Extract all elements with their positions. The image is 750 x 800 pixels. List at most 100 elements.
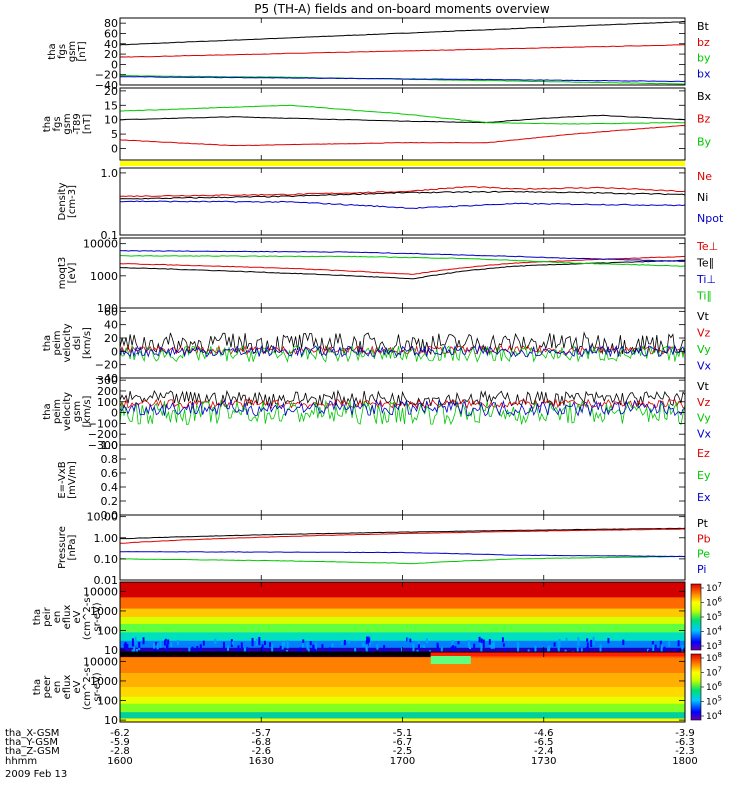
y-tick-label: 1000 — [90, 270, 118, 283]
colorbar-tick-label: 105 — [706, 610, 722, 623]
panels: 806040200−20−40tha fgs gsm [nT]Btbzbybx2015… — [32, 17, 724, 727]
legend-Bt: Bt — [697, 20, 710, 33]
noise-series-group — [120, 333, 685, 362]
x-tick-label: 1630 — [249, 756, 274, 767]
colorbar-tick-label: 105 — [706, 695, 722, 708]
y-tick-label: 10000 — [83, 238, 118, 251]
legend-Vx: Vx — [697, 360, 712, 373]
y-tick-label: 0.10 — [94, 553, 119, 566]
legend-Pe: Pe — [697, 548, 710, 561]
colorbar-tick-label: 108 — [706, 651, 722, 664]
legend-Te⊥: Te⊥ — [696, 240, 718, 253]
y-tick-label: 20 — [104, 332, 118, 345]
x-tick-label: 1800 — [672, 756, 697, 767]
legend-bz: bz — [697, 36, 710, 49]
x-tick-label: 1700 — [390, 756, 415, 767]
date-label: 2009 Feb 13 — [5, 769, 67, 780]
legend-Bz: Bz — [697, 113, 711, 126]
legend-Ti⊥: Ti⊥ — [696, 273, 716, 286]
x-tick-label: 1730 — [531, 756, 556, 767]
legend-Ey: Ey — [697, 469, 711, 482]
colorbar — [691, 584, 701, 650]
y-tick-label: 40 — [104, 319, 118, 332]
legend-Pt: Pt — [697, 517, 709, 530]
legend-by: by — [697, 52, 711, 65]
figure-title: P5 (TH-A) fields and on-board moments ov… — [254, 2, 550, 16]
series-line-Bx — [120, 115, 685, 122]
y-tick-label: 1.00 — [94, 532, 119, 545]
legend-By: By — [697, 135, 712, 148]
y-axis-label: [nT] — [82, 114, 93, 134]
quality-flag-bar — [120, 161, 685, 166]
series-line-Ti∥ — [120, 256, 685, 267]
y-tick-label: 0 — [111, 142, 118, 155]
colorbar-tick-label: 104 — [706, 709, 722, 722]
legend-Te∥: Te∥ — [696, 257, 714, 270]
y-axis-label: [nPa] — [67, 534, 78, 560]
legend-Vz: Vz — [697, 396, 711, 409]
y-axis-label: [cm-3] — [67, 185, 78, 218]
panel-frame — [120, 378, 685, 445]
panel-frame — [120, 238, 685, 308]
series-line-Ne — [120, 187, 685, 197]
legend-Ez: Ez — [697, 447, 710, 460]
series-line-Te∥ — [120, 260, 685, 279]
y-axis-label: sr-eV) — [92, 672, 103, 701]
legend-Npot: Npot — [697, 212, 724, 225]
noise-series-group — [120, 391, 685, 425]
x-axis-label: hhmm — [5, 756, 37, 767]
x-tick-label: 1600 — [107, 756, 132, 767]
y-tick-label: 60 — [104, 305, 118, 318]
legend-Vy: Vy — [697, 412, 711, 425]
y-axis-label: sr-eV) — [92, 602, 103, 631]
y-tick-label: −20 — [95, 359, 118, 372]
y-axis-label: [km/s] — [82, 327, 93, 359]
legend-Vt: Vt — [697, 310, 710, 323]
y-tick-label: 0.8 — [101, 453, 119, 466]
y-axis-label: [mV/m] — [67, 461, 78, 499]
legend-Ti∥: Ti∥ — [696, 290, 712, 303]
series-line-Vy — [120, 401, 685, 425]
y-tick-label: 10 — [104, 114, 118, 127]
panel-frame — [120, 445, 685, 515]
series-line-bz — [120, 45, 685, 57]
legend-Ex: Ex — [697, 491, 711, 504]
series-line-Bt — [120, 22, 685, 46]
legend-bx: bx — [697, 67, 711, 80]
y-tick-label: 1.0 — [101, 439, 119, 452]
panel-4: 100001000100moqt3 [eV]Te⊥Te∥Ti⊥Ti∥ — [57, 238, 718, 315]
y-axis-label: [eV] — [67, 263, 78, 284]
legend-Pb: Pb — [697, 532, 711, 545]
colorbar-tick-label: 107 — [706, 666, 722, 679]
y-tick-label: 1.0 — [101, 167, 119, 180]
panel-3: 1.0 0.1 Density [cm-3] Ne Ni Npot — [57, 167, 724, 242]
panel-frame — [120, 515, 685, 580]
legend-Vy: Vy — [697, 343, 711, 356]
series-line-Pi — [120, 552, 685, 557]
series-line-Pe — [120, 557, 685, 564]
y-tick-label: 0.2 — [101, 495, 119, 508]
y-tick-label: 0.6 — [101, 467, 119, 480]
x-axis: tha_X-GSM -6.2 -5.7 -5.1 -4.6 -3.9 tha_Y-GSM -5… — [5, 728, 698, 767]
panel-7: 1.00.80.60.40.20.0 E=-VxB [mV/m] Ez Ey Ex — [57, 439, 711, 522]
colorbar — [691, 654, 701, 720]
legend-Vt: Vt — [697, 380, 710, 393]
colorbar-tick-label: 106 — [706, 596, 722, 609]
panel-8: 10.00 1.00 0.10 0.01 Pressure [nPa] Pt Pb Pe Pi — [57, 511, 711, 587]
legend-Vx: Vx — [697, 427, 712, 440]
spectrogram-electron — [120, 652, 685, 723]
y-tick-label: 15 — [104, 99, 118, 112]
legend-Vz: Vz — [697, 327, 711, 340]
y-tick-label: 0.4 — [101, 481, 119, 494]
y-axis-label: [km/s] — [82, 395, 93, 427]
legend-Ne: Ne — [697, 170, 712, 183]
series-line-Npot — [120, 201, 685, 209]
colorbar-tick-label: 106 — [706, 680, 722, 693]
y-tick-label: 0 — [111, 345, 118, 358]
